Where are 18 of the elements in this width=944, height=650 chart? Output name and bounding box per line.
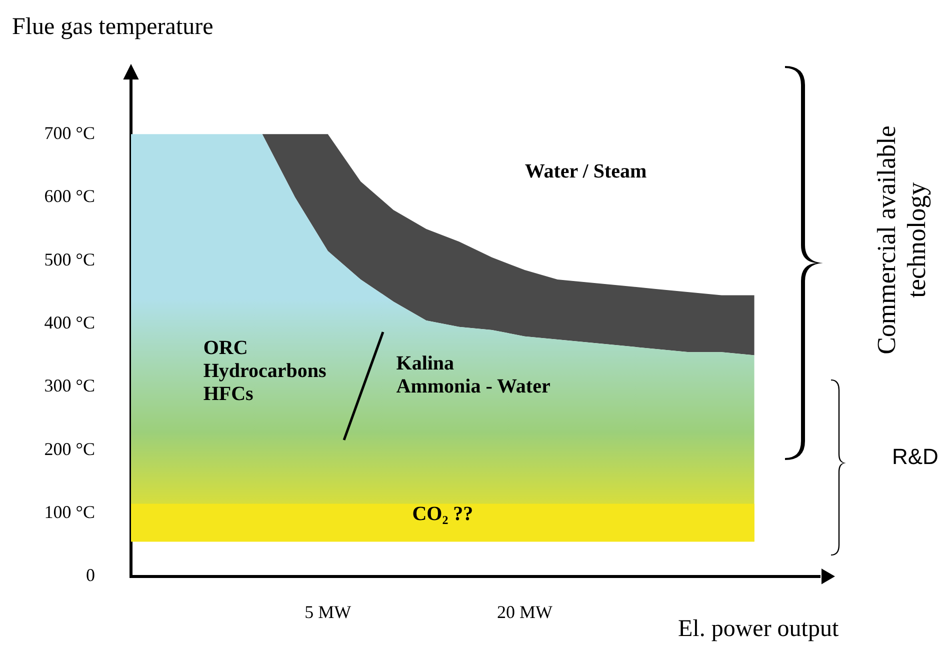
y-tick-label: 400 °C xyxy=(44,312,95,332)
x-tick-label: 5 MW xyxy=(304,602,352,622)
y-axis-title: Flue gas temperature xyxy=(12,14,214,41)
y-tick-label: 600 °C xyxy=(44,186,95,206)
x-tick-label: 20 MW xyxy=(496,602,552,622)
y-tick-label: 700 °C xyxy=(44,122,95,143)
y-tick-label: 100 °C xyxy=(44,502,95,522)
text: R&D xyxy=(892,444,938,470)
y-tick-label: 300 °C xyxy=(44,376,95,396)
annotation: Water / Steam xyxy=(524,160,647,182)
annotation: Kalina Ammonia - Water xyxy=(396,352,550,398)
band-label: CO₂ ?? xyxy=(412,502,474,525)
y-tick-label: 500 °C xyxy=(44,249,95,270)
annotation: ORC Hydrocarbons HFCs xyxy=(203,337,327,406)
x-axis-title: El. power output xyxy=(678,616,839,643)
y-tick-label: 0 xyxy=(86,565,95,586)
text: Commercial available technology xyxy=(872,126,931,354)
y-tick-label: 200 °C xyxy=(44,438,95,459)
